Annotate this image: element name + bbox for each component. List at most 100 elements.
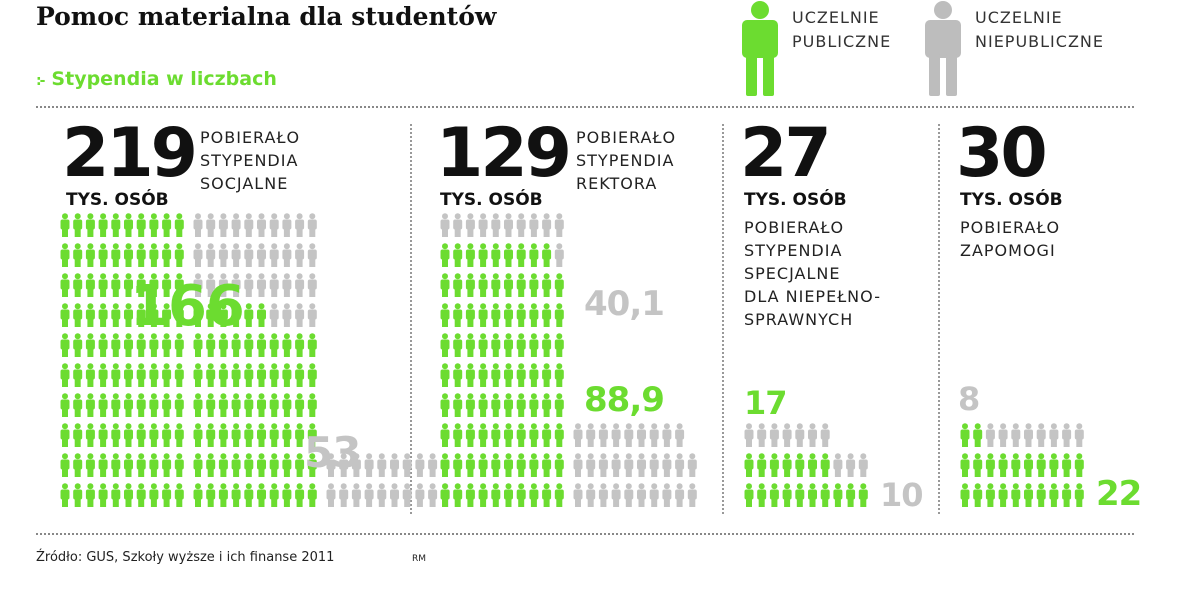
social-public-icon-143 bbox=[231, 363, 241, 387]
rector-public-icon-54 bbox=[491, 333, 501, 357]
special-private-icon-25 bbox=[808, 423, 817, 447]
rector-desc-line1: POBIERAŁO bbox=[576, 128, 677, 147]
social-private-icon-174 bbox=[244, 273, 254, 297]
social-public-icon-141 bbox=[206, 363, 216, 387]
rector-private-icon-98 bbox=[542, 213, 552, 237]
social-private-icon-185 bbox=[257, 243, 266, 267]
aid-public-icon-18 bbox=[1062, 453, 1072, 477]
social-public-icon-49 bbox=[174, 363, 184, 387]
rector-public-icon-47 bbox=[529, 363, 539, 387]
rector-total: 129 bbox=[436, 114, 572, 193]
social-public-icon-158 bbox=[295, 333, 305, 357]
social-public-icon-97 bbox=[149, 213, 159, 237]
rector-public-icon-88 bbox=[542, 243, 552, 267]
social-private-icon-194 bbox=[244, 213, 254, 237]
aid-private-icon-29 bbox=[1074, 423, 1084, 447]
social-public-icon-65 bbox=[124, 303, 133, 327]
social-private-icon-197 bbox=[282, 213, 292, 237]
social-private-icon-192 bbox=[218, 213, 228, 237]
rector-private-icon-94 bbox=[491, 213, 501, 237]
special-desc-line2: STYPENDIA bbox=[744, 241, 843, 260]
social-private-icon-191 bbox=[206, 213, 216, 237]
social-private-icon-211 bbox=[339, 453, 349, 477]
social-public-icon-3 bbox=[98, 483, 108, 507]
aid-private-icon-22 bbox=[985, 423, 995, 447]
social-public-icon-159 bbox=[307, 333, 317, 357]
aid-public-icon-5 bbox=[1024, 483, 1033, 507]
rector-private-icon-95 bbox=[504, 213, 513, 237]
rector-public-icon-72 bbox=[465, 273, 475, 297]
social-public-icon-161 bbox=[206, 303, 216, 327]
special-private-icon-26 bbox=[820, 423, 830, 447]
rector-public-icon-28 bbox=[542, 423, 552, 447]
column-divider-3 bbox=[938, 124, 940, 514]
rector-public-icon-20 bbox=[440, 423, 450, 447]
social-public-icon-136 bbox=[269, 393, 279, 417]
rector-private-icon-126 bbox=[649, 423, 659, 447]
rector-private-icon-101 bbox=[586, 483, 596, 507]
rector-public-icon-22 bbox=[465, 423, 475, 447]
social-public-icon-45 bbox=[124, 363, 133, 387]
social-public-icon-132 bbox=[218, 393, 228, 417]
rector-public-icon-58 bbox=[542, 333, 552, 357]
social-public-icon-139 bbox=[307, 393, 317, 417]
social-public-icon-125 bbox=[257, 423, 266, 447]
social-public-icon-38 bbox=[162, 393, 172, 417]
aid-private-icon-24 bbox=[1011, 423, 1021, 447]
rector-public-icon-79 bbox=[554, 273, 564, 297]
rector-public-icon-66 bbox=[516, 303, 526, 327]
social-public-icon-13 bbox=[98, 453, 108, 477]
rector-description: POBIERAŁO STYPENDIA REKTORA bbox=[576, 126, 676, 195]
social-private-icon-206 bbox=[402, 483, 412, 507]
social-public-icon-39 bbox=[174, 393, 184, 417]
social-private-icon-210 bbox=[326, 453, 336, 477]
social-public-icon-31 bbox=[73, 393, 83, 417]
social-public-icon-100 bbox=[193, 483, 203, 507]
social-private-icon-182 bbox=[218, 243, 228, 267]
rector-public-icon-84 bbox=[491, 243, 501, 267]
rector-public-icon-5 bbox=[504, 483, 513, 507]
aid-public-icon-12 bbox=[985, 453, 995, 477]
social-public-icon-12 bbox=[85, 453, 95, 477]
aid-public-icon-16 bbox=[1036, 453, 1046, 477]
social-private-icon-208 bbox=[428, 483, 438, 507]
rector-private-value: 40,1 bbox=[584, 284, 665, 324]
social-public-icon-102 bbox=[218, 483, 228, 507]
social-private-icon-198 bbox=[295, 213, 305, 237]
special-public-icon-11 bbox=[757, 453, 767, 477]
special-public-icon-13 bbox=[782, 453, 792, 477]
legend-private-line1: UCZELNIE bbox=[975, 8, 1063, 27]
social-public-icon-142 bbox=[218, 363, 228, 387]
social-private-icon-170 bbox=[193, 273, 203, 297]
rector-private-icon-89 bbox=[554, 243, 564, 267]
social-public-icon-42 bbox=[85, 363, 95, 387]
special-private-icon-24 bbox=[795, 423, 805, 447]
social-private-icon-195 bbox=[257, 213, 266, 237]
social-private-icon-199 bbox=[307, 213, 317, 237]
social-public-icon-75 bbox=[124, 273, 133, 297]
bottom-divider bbox=[36, 533, 1134, 535]
social-public-icon-9 bbox=[174, 483, 184, 507]
social-public-icon-130 bbox=[193, 393, 203, 417]
social-public-icon-92 bbox=[85, 213, 95, 237]
social-public-icon-60 bbox=[60, 303, 70, 327]
rector-public-icon-49 bbox=[554, 363, 564, 387]
aid-public-icon-14 bbox=[1011, 453, 1021, 477]
social-private-icon-173 bbox=[231, 273, 241, 297]
rector-public-icon-38 bbox=[542, 393, 552, 417]
aid-public-icon-9 bbox=[1074, 483, 1084, 507]
special-desc-line5: SPRAWNYCH bbox=[744, 310, 854, 329]
social-public-icon-133 bbox=[231, 393, 241, 417]
special-description: POBIERAŁO STYPENDIA SPECJALNE DLA NIEPEŁ… bbox=[744, 216, 881, 331]
social-public-icon-121 bbox=[206, 423, 216, 447]
social-public-icon-119 bbox=[307, 453, 317, 477]
rector-private-icon-100 bbox=[573, 483, 583, 507]
social-public-icon-26 bbox=[136, 423, 146, 447]
aid-public-icon-20 bbox=[960, 423, 970, 447]
social-public-icon-64 bbox=[111, 303, 121, 327]
rector-public-icon-21 bbox=[453, 423, 463, 447]
social-public-icon-84 bbox=[111, 243, 121, 267]
social-public-icon-47 bbox=[149, 363, 159, 387]
social-public-icon-15 bbox=[124, 453, 133, 477]
